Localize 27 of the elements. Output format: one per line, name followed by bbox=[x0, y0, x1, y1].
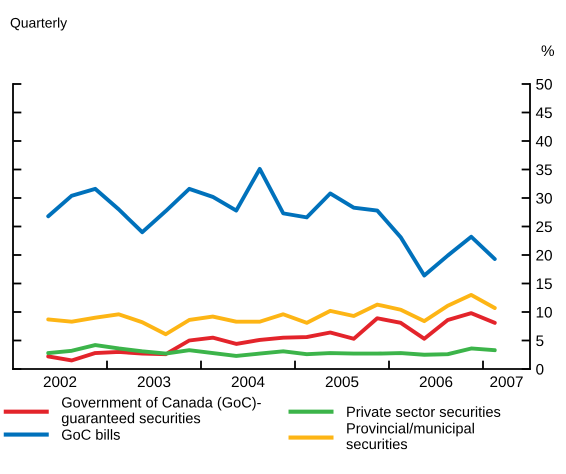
chart-subtitle: Quarterly bbox=[10, 18, 68, 30]
x-tick-label: 2007 bbox=[490, 376, 523, 388]
x-tick-label: 2004 bbox=[232, 376, 265, 388]
y-tick-label: 40 bbox=[536, 136, 552, 147]
legend-label: GoC bills bbox=[62, 429, 120, 440]
y-tick-label: 15 bbox=[536, 278, 552, 290]
y-tick-label: 45 bbox=[536, 108, 552, 118]
line-series bbox=[46, 166, 497, 278]
y-tick-label: 10 bbox=[536, 306, 552, 318]
line-series bbox=[46, 292, 497, 336]
y-tick-label: 30 bbox=[536, 192, 552, 204]
line-series bbox=[46, 343, 497, 358]
y-tick-label: 5 bbox=[536, 336, 544, 346]
x-tick-label: 2003 bbox=[138, 376, 170, 388]
y-axis-title: % bbox=[542, 45, 554, 56]
legend-label: Provincial/municipal securities bbox=[346, 422, 474, 450]
x-tick-label: 2006 bbox=[420, 376, 452, 388]
x-tick-label: 2005 bbox=[326, 376, 358, 388]
line-series bbox=[46, 311, 497, 362]
y-tick-label: 20 bbox=[536, 250, 552, 261]
y-tick-label: 0 bbox=[536, 364, 544, 375]
x-tick-label: 2002 bbox=[44, 376, 76, 388]
y-tick-label: 50 bbox=[536, 78, 552, 90]
legend-label: Private sector securities bbox=[347, 406, 500, 417]
y-tick-label: 25 bbox=[536, 221, 552, 232]
y-tick-label: 35 bbox=[536, 164, 552, 176]
legend-label: Government of Canada (GoC)- guaranteed securities bbox=[62, 396, 261, 426]
